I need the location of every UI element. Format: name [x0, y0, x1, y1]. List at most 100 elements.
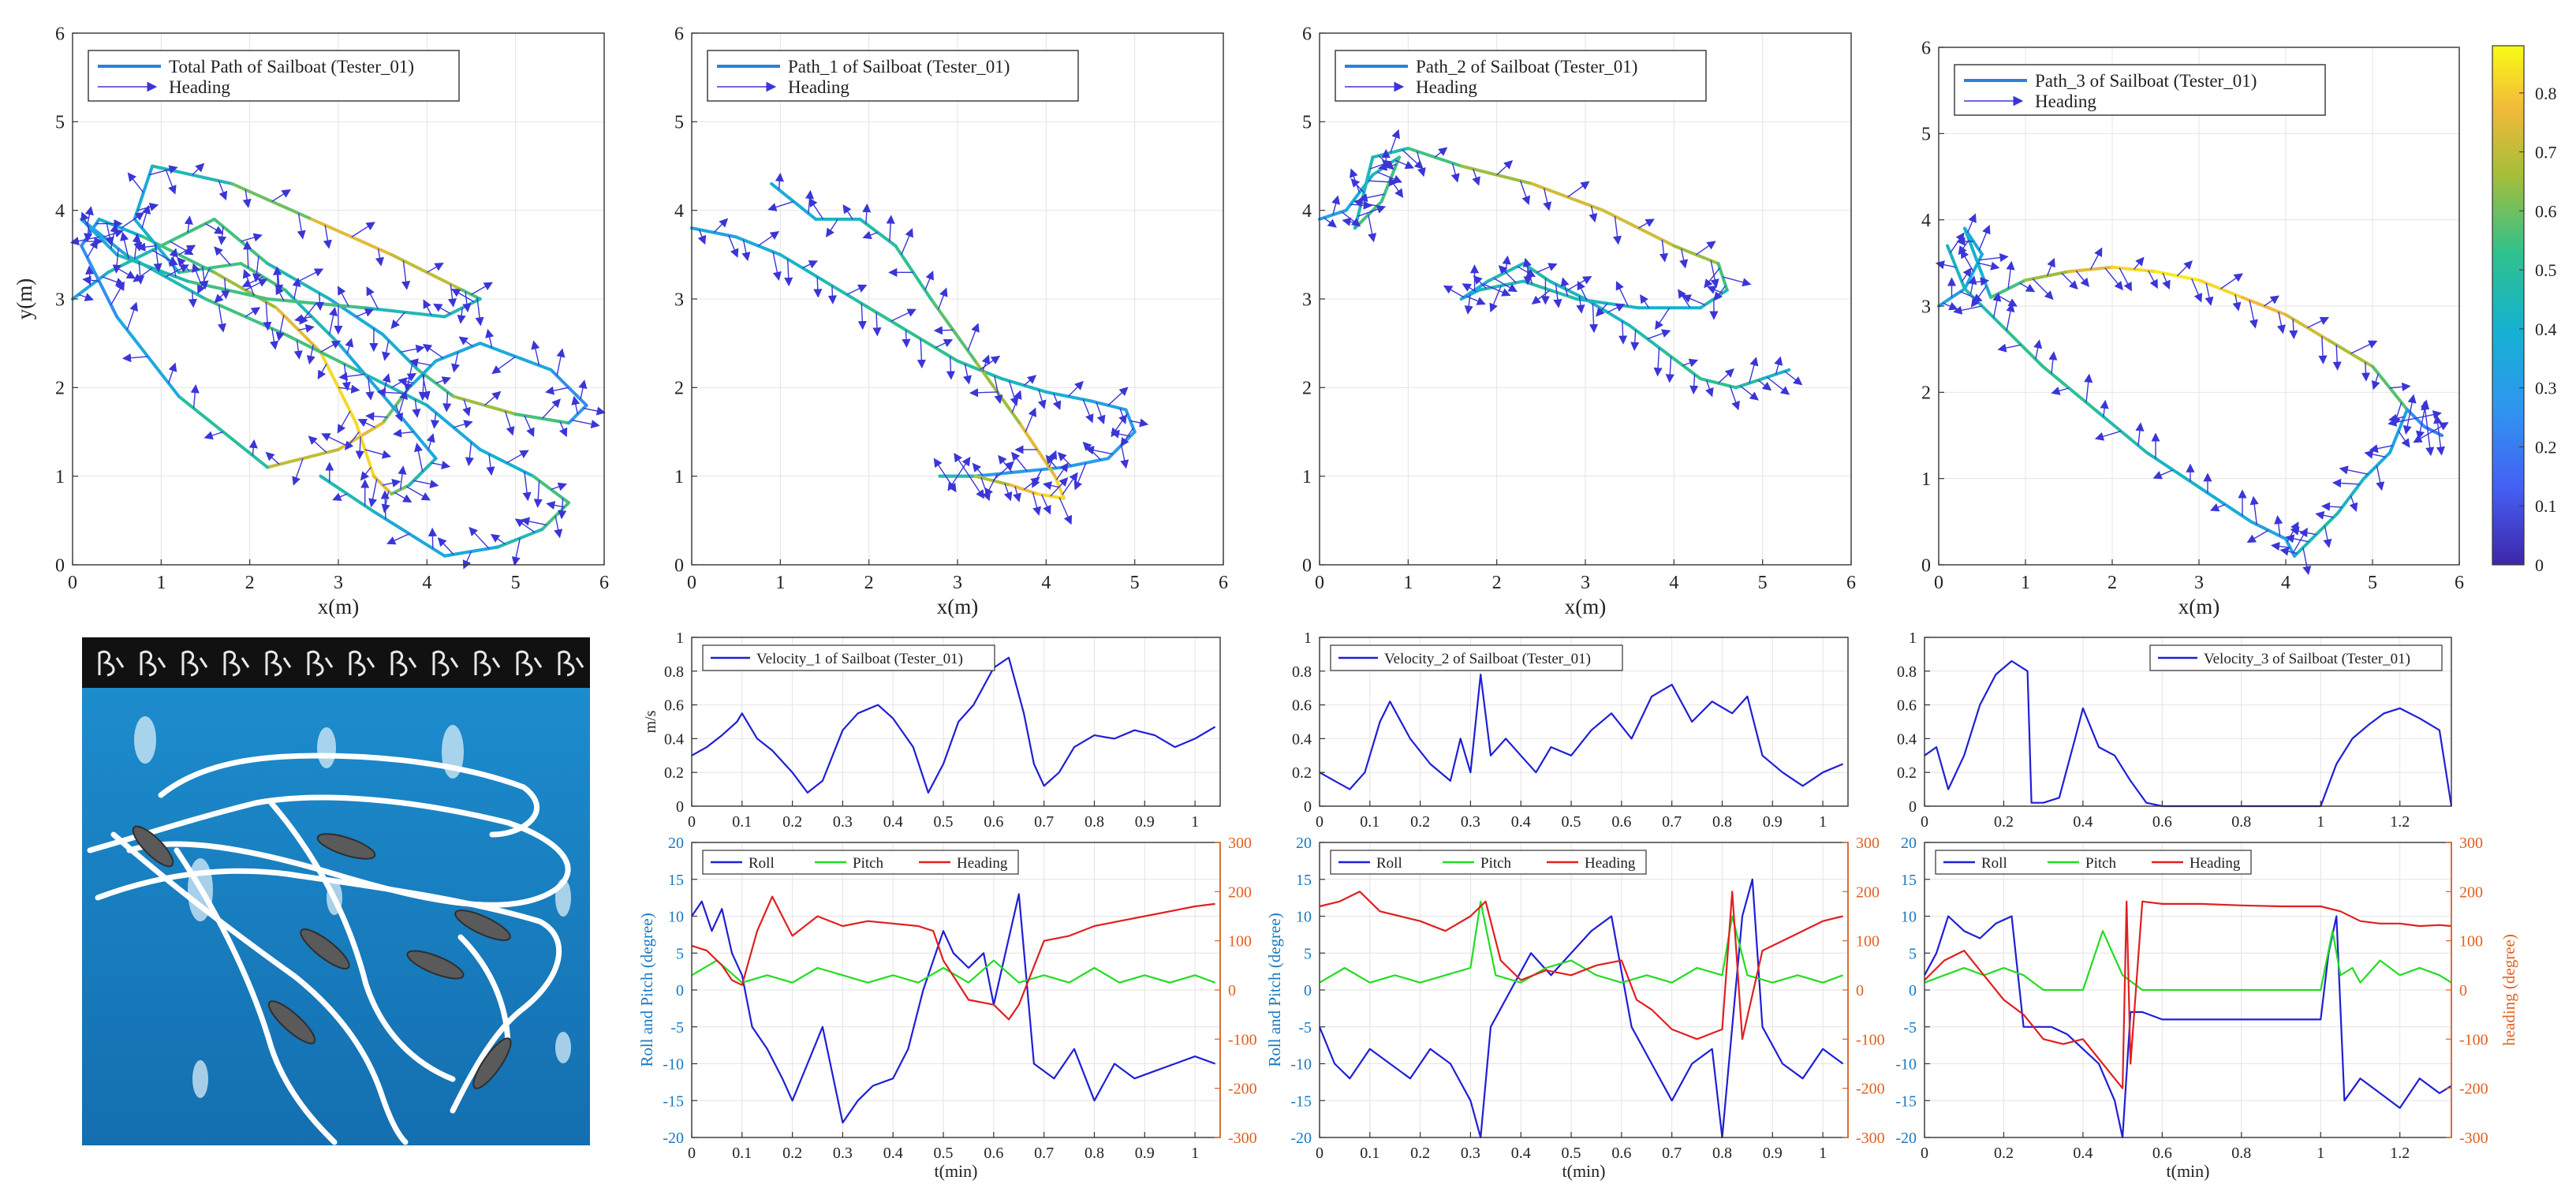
heading-arrow	[366, 286, 379, 310]
attitude-legend-label: Pitch	[853, 855, 884, 872]
path-segment	[319, 474, 375, 514]
x-tick-label: 0.7	[1662, 1145, 1682, 1162]
heading-arrow	[292, 458, 304, 486]
plot-frame	[1319, 637, 1849, 807]
heading-arrow	[413, 443, 424, 473]
heading-arrow	[342, 364, 351, 391]
heading-arrow	[2349, 495, 2358, 513]
heading-arrow	[2364, 450, 2386, 459]
heading-arrow	[1589, 205, 1598, 223]
x-tick-label: 0.8	[2231, 813, 2251, 831]
x-tick-label: 6	[2455, 573, 2464, 593]
x-tick-label: 0.4	[2073, 1145, 2093, 1162]
heading-arrow	[1567, 181, 1590, 198]
boat-6	[267, 1000, 316, 1044]
y-tick-label: 0.6	[664, 697, 684, 715]
y-tick-label: 5	[1304, 945, 1312, 962]
heading-arrow	[1120, 445, 1129, 469]
x-tick-label: 1	[1191, 1145, 1199, 1162]
y-tick-label: 20	[1901, 835, 1917, 852]
heading-arrow	[1107, 387, 1129, 406]
heading-arrow	[514, 518, 536, 533]
heading-arrow	[1048, 450, 1058, 468]
heading-arrow	[2094, 430, 2122, 441]
x-tick-label: 3	[953, 573, 962, 593]
y-tick-label: 1	[676, 629, 684, 647]
heading-arrow	[433, 303, 451, 315]
roll-pitch-axis-label: Roll and Pitch (degree)	[637, 913, 656, 1066]
heading-arrow	[1718, 368, 1734, 384]
heading-arrow	[1659, 240, 1669, 263]
axes-layer	[72, 32, 2525, 1138]
heading-arrow	[1120, 428, 1134, 447]
heading-arrow	[1630, 330, 1640, 351]
x-tick-label: 1	[1403, 573, 1413, 593]
heading-arrow	[504, 411, 515, 436]
heading-arrow	[992, 461, 1014, 481]
heading-arrow	[491, 356, 517, 375]
heading-arrow	[924, 271, 934, 291]
heading-arrow	[728, 235, 739, 258]
heading-arrow	[1960, 248, 1974, 272]
heading-arrow	[578, 379, 588, 400]
heading-arrow	[188, 291, 197, 308]
heading-arrow	[269, 328, 279, 350]
x-tick-label: 0.4	[883, 813, 903, 831]
heading-arrow	[241, 276, 263, 287]
right-tick-label: 200	[2459, 883, 2483, 901]
heading-arrow	[298, 268, 324, 282]
heading-arrow	[133, 267, 153, 282]
heading-arrow	[2387, 417, 2417, 427]
heading-arrow	[392, 428, 414, 438]
heading-arrow	[2436, 434, 2445, 456]
heading-arrow	[1118, 408, 1127, 425]
y-tick-label: -5	[1298, 1019, 1312, 1037]
legend-box	[707, 50, 1079, 102]
x-tick-label: 0.5	[934, 1145, 954, 1162]
heading-arrow	[398, 465, 407, 490]
legend-heading-label: Heading	[169, 77, 230, 97]
x-tick-label: 0.8	[2231, 1145, 2251, 1162]
heading-arrow	[1342, 217, 1360, 226]
banner-glyph	[474, 650, 501, 677]
heading-arrow	[1729, 386, 1740, 411]
x-tick-label: 0.5	[1562, 1145, 1581, 1162]
heading-arrow	[337, 410, 351, 434]
heading-arrow	[245, 307, 261, 318]
heading-arrow	[221, 278, 230, 300]
heading-arrow	[82, 275, 99, 285]
right-tick-label: 0	[1856, 982, 1864, 999]
x-tick-label: 0.4	[1511, 813, 1531, 831]
heading-arrow	[112, 248, 121, 274]
legend-path-label: Path_3 of Sailboat (Tester_01)	[2035, 71, 2257, 91]
heading-arrow	[1129, 418, 1149, 428]
heading-arrow	[938, 287, 948, 310]
heading-arrow	[365, 375, 375, 401]
heading-arrow	[901, 228, 913, 256]
heading-arrow	[1950, 232, 1965, 253]
y-tick-label: 5	[676, 945, 684, 962]
attitude-roll-line	[1318, 878, 1844, 1139]
heading-arrow	[1073, 462, 1087, 491]
y-tick-label: -5	[1903, 1019, 1917, 1037]
heading-arrow	[1011, 390, 1022, 413]
attitude-legend-label: Pitch	[1480, 855, 1512, 872]
heading-arrow	[826, 219, 838, 237]
right-tick-label: -300	[1228, 1130, 1257, 1147]
y-tick-label: 2	[674, 379, 684, 399]
y-tick-label: 6	[1921, 38, 1931, 58]
heading-arrow	[375, 248, 384, 267]
heading-arrow	[1378, 155, 1394, 170]
x-tick-label: 0.3	[833, 813, 853, 831]
heading-arrow	[1331, 195, 1341, 215]
heading-arrow	[1082, 441, 1102, 461]
y-tick-label: 0.6	[1292, 697, 1312, 715]
heading-arrow	[126, 301, 139, 331]
x-tick-label: 5	[511, 573, 521, 593]
heading-arrow	[426, 433, 435, 450]
heading-arrow	[1977, 261, 2000, 271]
pool-photo	[82, 637, 590, 1145]
heading-arrow	[1096, 402, 1106, 425]
heading-arrow	[2135, 422, 2145, 446]
heading-arrow	[979, 355, 1001, 371]
